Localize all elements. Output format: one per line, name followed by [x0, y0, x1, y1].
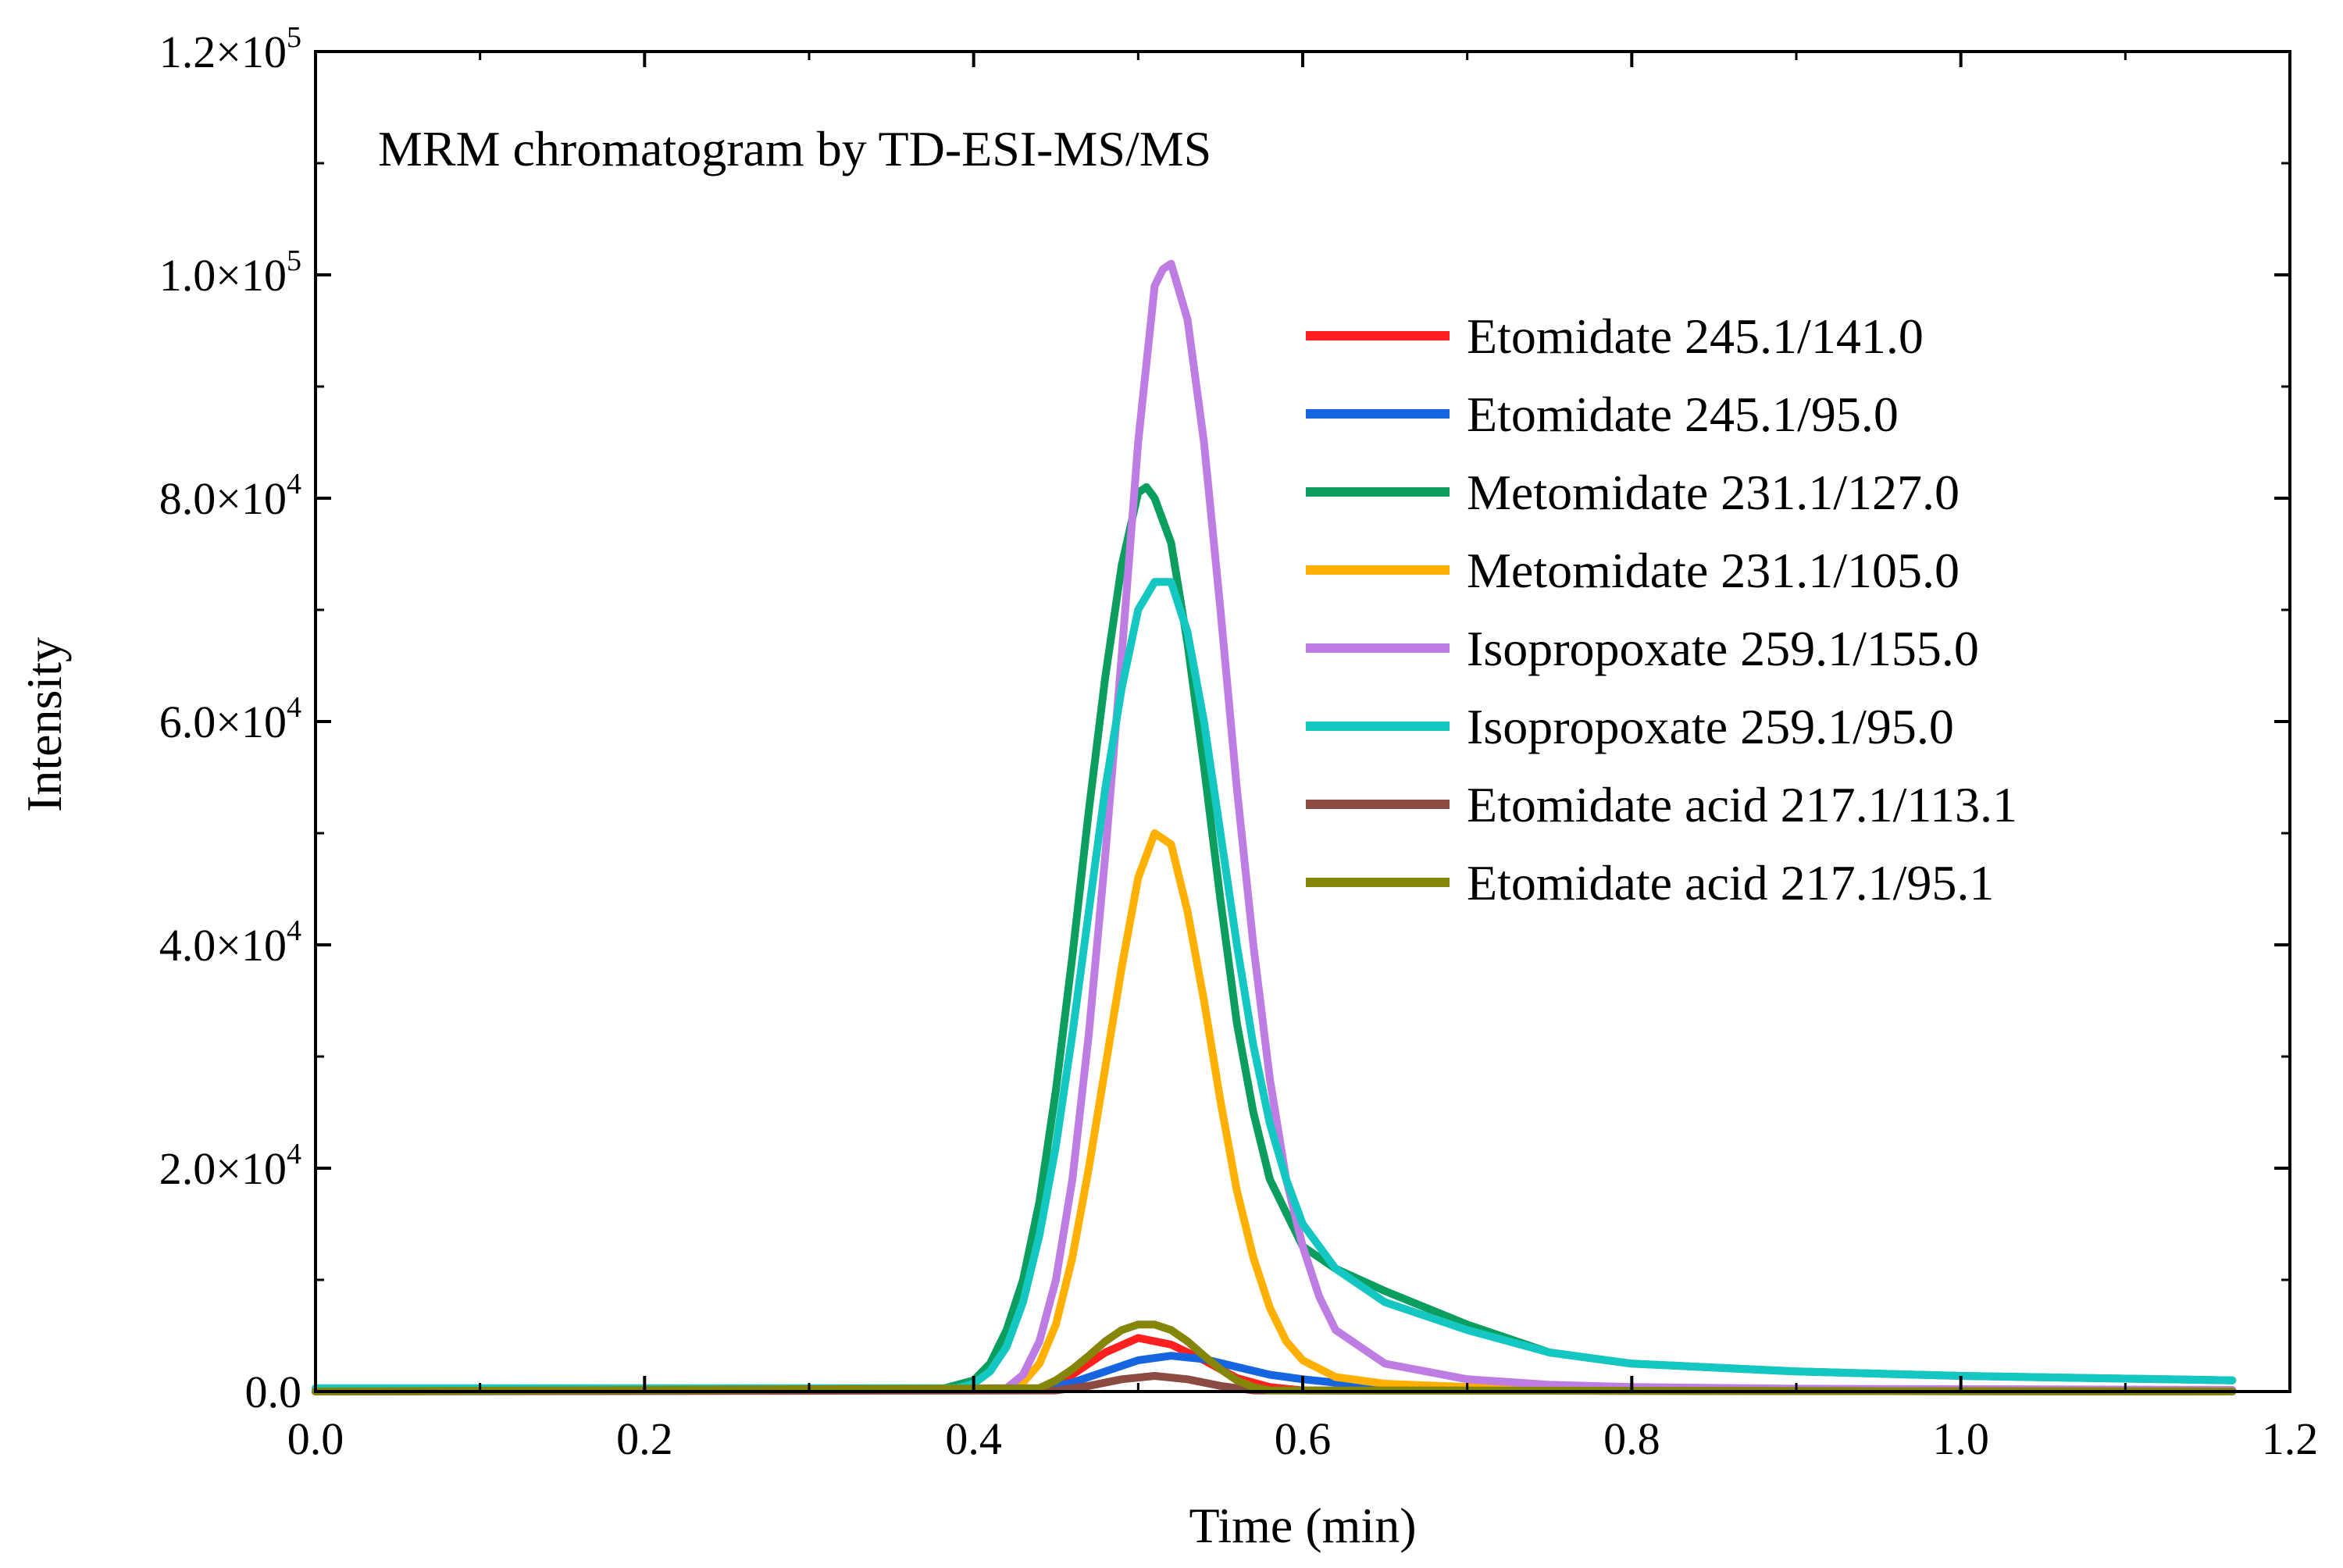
x-tick-label: 0.8: [1603, 1413, 1660, 1464]
legend: Etomidate 245.1/141.0 Etomidate 245.1/95.…: [1306, 308, 2017, 911]
x-axis-title: Time (min): [1189, 1498, 1417, 1553]
legend-label: Isopropoxate 259.1/95.0: [1467, 699, 1954, 754]
ticks-layer: [314, 50, 2291, 1393]
legend-label: Etomidate 245.1/95.0: [1467, 387, 1899, 442]
legend-label: Etomidate acid 217.1/113.1: [1467, 777, 2017, 832]
legend-label: Etomidate 245.1/141.0: [1467, 308, 1924, 364]
legend-label: Isopropoxate 259.1/155.0: [1467, 621, 1979, 676]
legend-label: Metomidate 231.1/127.0: [1467, 465, 1960, 520]
series-line-1: [312, 1334, 2237, 1395]
legend-label: Etomidate acid 217.1/95.1: [1467, 855, 1994, 911]
x-tick-label: 0.0: [287, 1413, 344, 1464]
x-tick-label: 0.4: [945, 1413, 1002, 1464]
series-line-3: [312, 483, 2237, 1395]
x-tick-label: 1.2: [2262, 1413, 2319, 1464]
y-tick-labels: 0.0 2.0×104 4.0×104 6.0×104 8.0×104 1.0×105 1.…: [159, 21, 301, 1417]
y-tick-label: 1.2×105: [159, 21, 301, 77]
x-tick-label: 0.2: [616, 1413, 673, 1464]
chart-title: MRM chromatogram by TD-ESI-MS/MS: [378, 121, 1211, 176]
y-axis-title: Intensity: [16, 637, 72, 812]
x-tick-label: 1.0: [1932, 1413, 1989, 1464]
y-tick-label: 1.0×105: [159, 244, 301, 301]
y-tick-label: 8.0×104: [159, 468, 301, 524]
series-line-4: [312, 829, 2237, 1395]
series-line-8: [312, 1320, 2237, 1395]
y-tick-label: 4.0×104: [159, 914, 301, 971]
series-line-7: [312, 1372, 2237, 1395]
y-tick-label: 0.0: [245, 1367, 302, 1417]
legend-label: Metomidate 231.1/105.0: [1467, 543, 1960, 598]
y-tick-label: 2.0×104: [159, 1138, 301, 1194]
series-layer: [312, 259, 2237, 1395]
series-line-6: [312, 578, 2237, 1392]
plot-frame: [314, 50, 2291, 1393]
x-tick-label: 0.6: [1275, 1413, 1332, 1464]
x-tick-labels: 0.0 0.2 0.4 0.6 0.8 1.0 1.2: [287, 1413, 2319, 1464]
series-line-5: [312, 259, 2237, 1395]
y-tick-label: 6.0×104: [159, 691, 301, 747]
